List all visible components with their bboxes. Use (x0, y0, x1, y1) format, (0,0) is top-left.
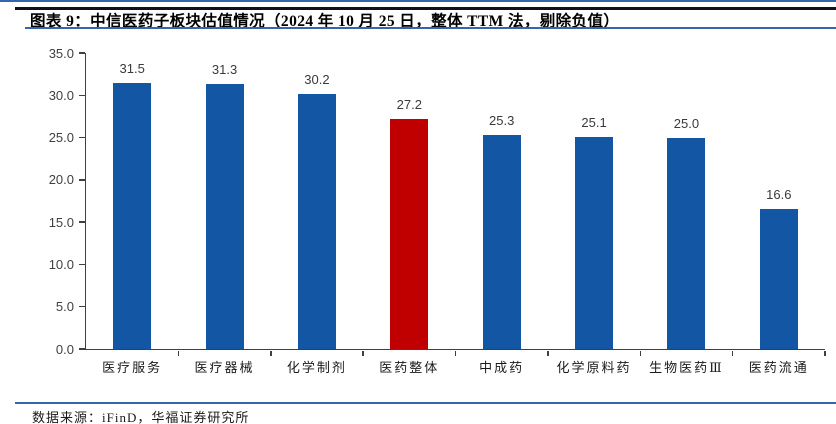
title-top-rule (15, 7, 836, 10)
bar-value-label: 25.0 (673, 115, 700, 131)
bar (667, 137, 706, 349)
y-axis-tick (78, 263, 85, 266)
footer-rule (15, 402, 836, 404)
y-axis-tick-label: 20.0 (48, 172, 74, 188)
bar (297, 93, 336, 349)
x-category-label: 化学制剂 (286, 360, 347, 375)
bar-value-label: 31.3 (211, 62, 238, 78)
x-category-label: 中成药 (479, 360, 525, 375)
bar (575, 136, 614, 349)
bar (113, 82, 152, 349)
x-axis-tick (270, 350, 272, 356)
bar (759, 208, 798, 349)
bar-value-label: 27.2 (396, 96, 422, 112)
x-category-label: 医药流通 (748, 360, 809, 375)
bar-chart-plot-area: 0.0 5.0 10.0 15.0 20.0 25.0 30.0 35.0 31.5 医疗服务 31… (49, 47, 826, 375)
chart-title: 图表 9：中信医药子板块估值情况（2024 年 10 月 25 日，整体 TTM… (30, 13, 620, 30)
y-axis-tick (78, 52, 85, 54)
y-axis-tick-label: 0.0 (55, 341, 74, 357)
x-axis-tick (639, 350, 641, 356)
bar-value-label: 31.5 (119, 60, 145, 76)
x-axis-tick (547, 350, 549, 356)
data-source-note: 数据来源：iFinD，华福证券研究所 (32, 410, 250, 424)
bar-value-label: 30.2 (304, 71, 330, 87)
x-axis-tick (824, 350, 826, 356)
y-axis-tick-label: 25.0 (48, 130, 74, 146)
y-axis-tick (78, 94, 85, 97)
bar-value-label: 25.1 (581, 114, 607, 130)
x-category-label: 医疗服务 (102, 360, 163, 375)
x-category-label: 化学原料药 (556, 360, 632, 375)
x-axis-tick (177, 350, 180, 356)
y-axis-tick (78, 179, 85, 181)
bar-value-label: 25.3 (489, 113, 515, 129)
y-axis-tick-label: 30.0 (48, 87, 74, 103)
x-axis-tick (362, 350, 364, 356)
bar-value-label: 16.6 (766, 186, 792, 202)
x-category-label: 生物医药Ⅲ (649, 360, 724, 375)
y-axis-tick (78, 136, 85, 139)
x-category-label: 医疗器械 (194, 360, 255, 375)
top-border-line (0, 0, 836, 2)
x-axis-tick (731, 350, 734, 356)
y-axis-tick-label: 5.0 (55, 299, 74, 315)
bar (205, 84, 244, 349)
y-axis-tick (78, 348, 85, 350)
y-axis-tick-label: 35.0 (48, 45, 74, 61)
x-category-label: 医药整体 (379, 360, 440, 375)
y-axis-tick (78, 221, 85, 223)
y-axis-tick-label: 10.0 (48, 256, 74, 272)
x-axis-tick (454, 350, 457, 356)
bar (482, 135, 521, 349)
y-axis-tick-label: 15.0 (48, 214, 74, 230)
title-bottom-rule (25, 27, 836, 29)
bar (390, 118, 429, 349)
y-axis-tick (78, 305, 85, 308)
